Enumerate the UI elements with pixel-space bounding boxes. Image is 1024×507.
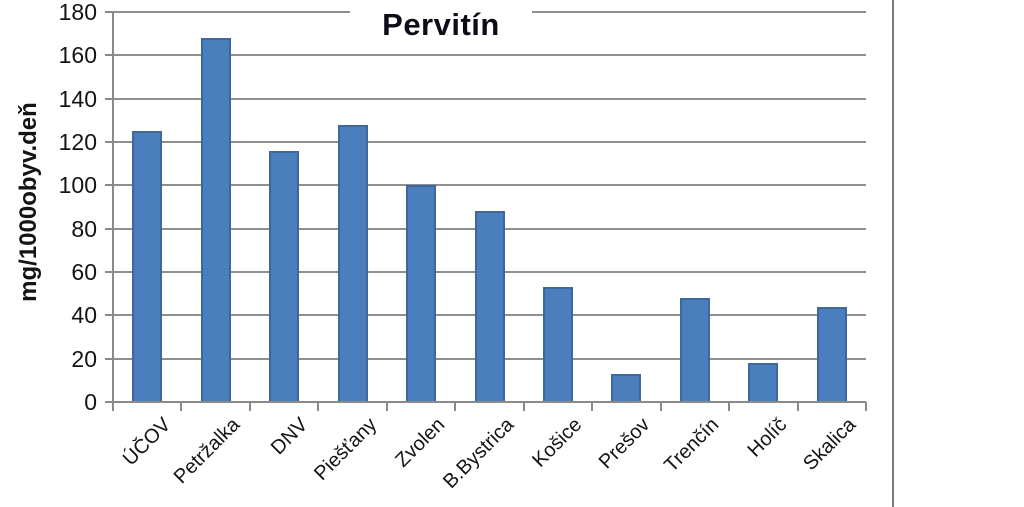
x-axis-tick (385, 402, 388, 411)
y-tick-label: 20 (71, 345, 97, 372)
y-axis-title: mg/1000obyv.deň (15, 102, 42, 302)
y-tick-label: 180 (58, 0, 97, 25)
x-axis-tick (659, 402, 662, 411)
bar-Zvolen (406, 185, 437, 402)
y-axis-tick (105, 97, 113, 100)
y-axis-tick (105, 184, 113, 187)
y-gridline (113, 184, 866, 187)
y-tick-label: 0 (84, 389, 97, 415)
y-tick-label: 60 (71, 259, 97, 285)
x-axis-tick (865, 402, 867, 411)
y-axis-tick (105, 141, 113, 143)
bar-Prešov (611, 373, 642, 402)
x-axis-tick (112, 402, 114, 411)
bar-B.Bystrica (474, 211, 505, 402)
bar-Petržalka (200, 38, 231, 402)
x-axis-tick (454, 402, 457, 411)
y-axis-tick (105, 271, 113, 273)
y-axis-line (112, 11, 114, 403)
y-tick-label: 80 (71, 215, 97, 242)
y-tick-label: 140 (58, 85, 97, 112)
y-axis-tick (105, 314, 113, 317)
y-gridline (113, 141, 866, 143)
x-axis-line (105, 401, 866, 403)
y-axis-tick (105, 11, 113, 13)
bar-Košice (542, 287, 573, 402)
y-axis-tick (105, 227, 113, 230)
bar-Skalica (816, 306, 847, 402)
chart-right-border-line (892, 0, 894, 507)
x-axis-tick (796, 402, 799, 411)
chart-title: Pervitín (350, 5, 532, 46)
y-axis-tick (105, 54, 113, 57)
bar-Trenčín (679, 298, 710, 402)
y-gridline (113, 97, 866, 100)
x-axis-tick (317, 402, 320, 411)
y-tick-label: 120 (58, 129, 97, 155)
bar-DNV (269, 150, 300, 402)
x-axis-tick (728, 402, 731, 411)
x-axis-tick (248, 402, 251, 411)
bar-ÚČOV (132, 131, 163, 402)
x-axis-tick (522, 402, 525, 411)
y-tick-label: 160 (58, 42, 97, 69)
bar-Holíč (748, 363, 779, 402)
x-axis-tick (591, 402, 594, 411)
y-axis-tick (105, 357, 113, 360)
y-gridline (113, 54, 866, 57)
x-axis-tick (180, 402, 183, 411)
y-tick-label: 40 (71, 302, 97, 329)
y-tick-label: 100 (58, 172, 97, 199)
bar-Piešťany (337, 124, 368, 402)
